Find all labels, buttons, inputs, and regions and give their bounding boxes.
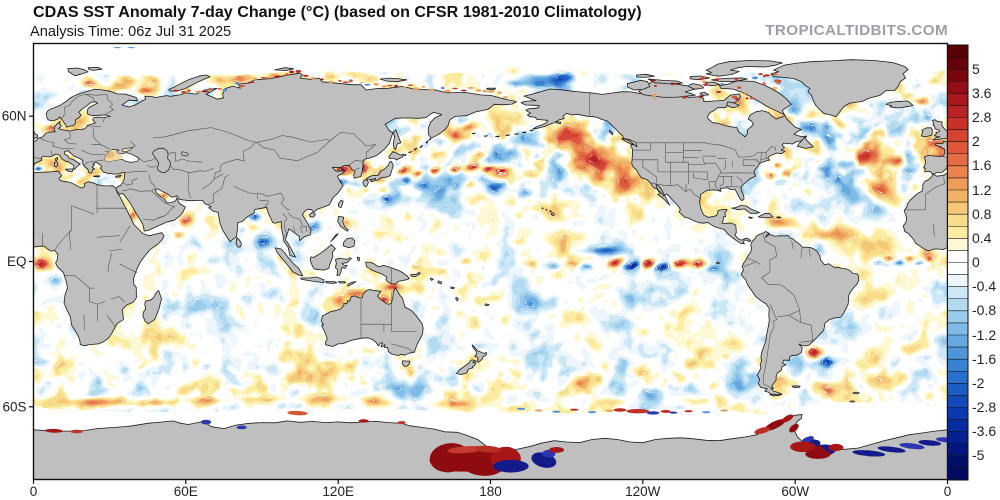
svg-text:60S: 60S	[2, 399, 26, 414]
svg-text:60W: 60W	[781, 484, 809, 499]
svg-text:0: 0	[30, 484, 38, 499]
svg-text:EQ: EQ	[7, 254, 27, 269]
svg-text:60E: 60E	[174, 484, 198, 499]
svg-text:60N: 60N	[2, 109, 27, 124]
svg-text:120E: 120E	[322, 484, 354, 499]
svg-text:120W: 120W	[625, 484, 661, 499]
svg-text:0: 0	[944, 484, 952, 499]
svg-text:180: 180	[479, 484, 502, 499]
